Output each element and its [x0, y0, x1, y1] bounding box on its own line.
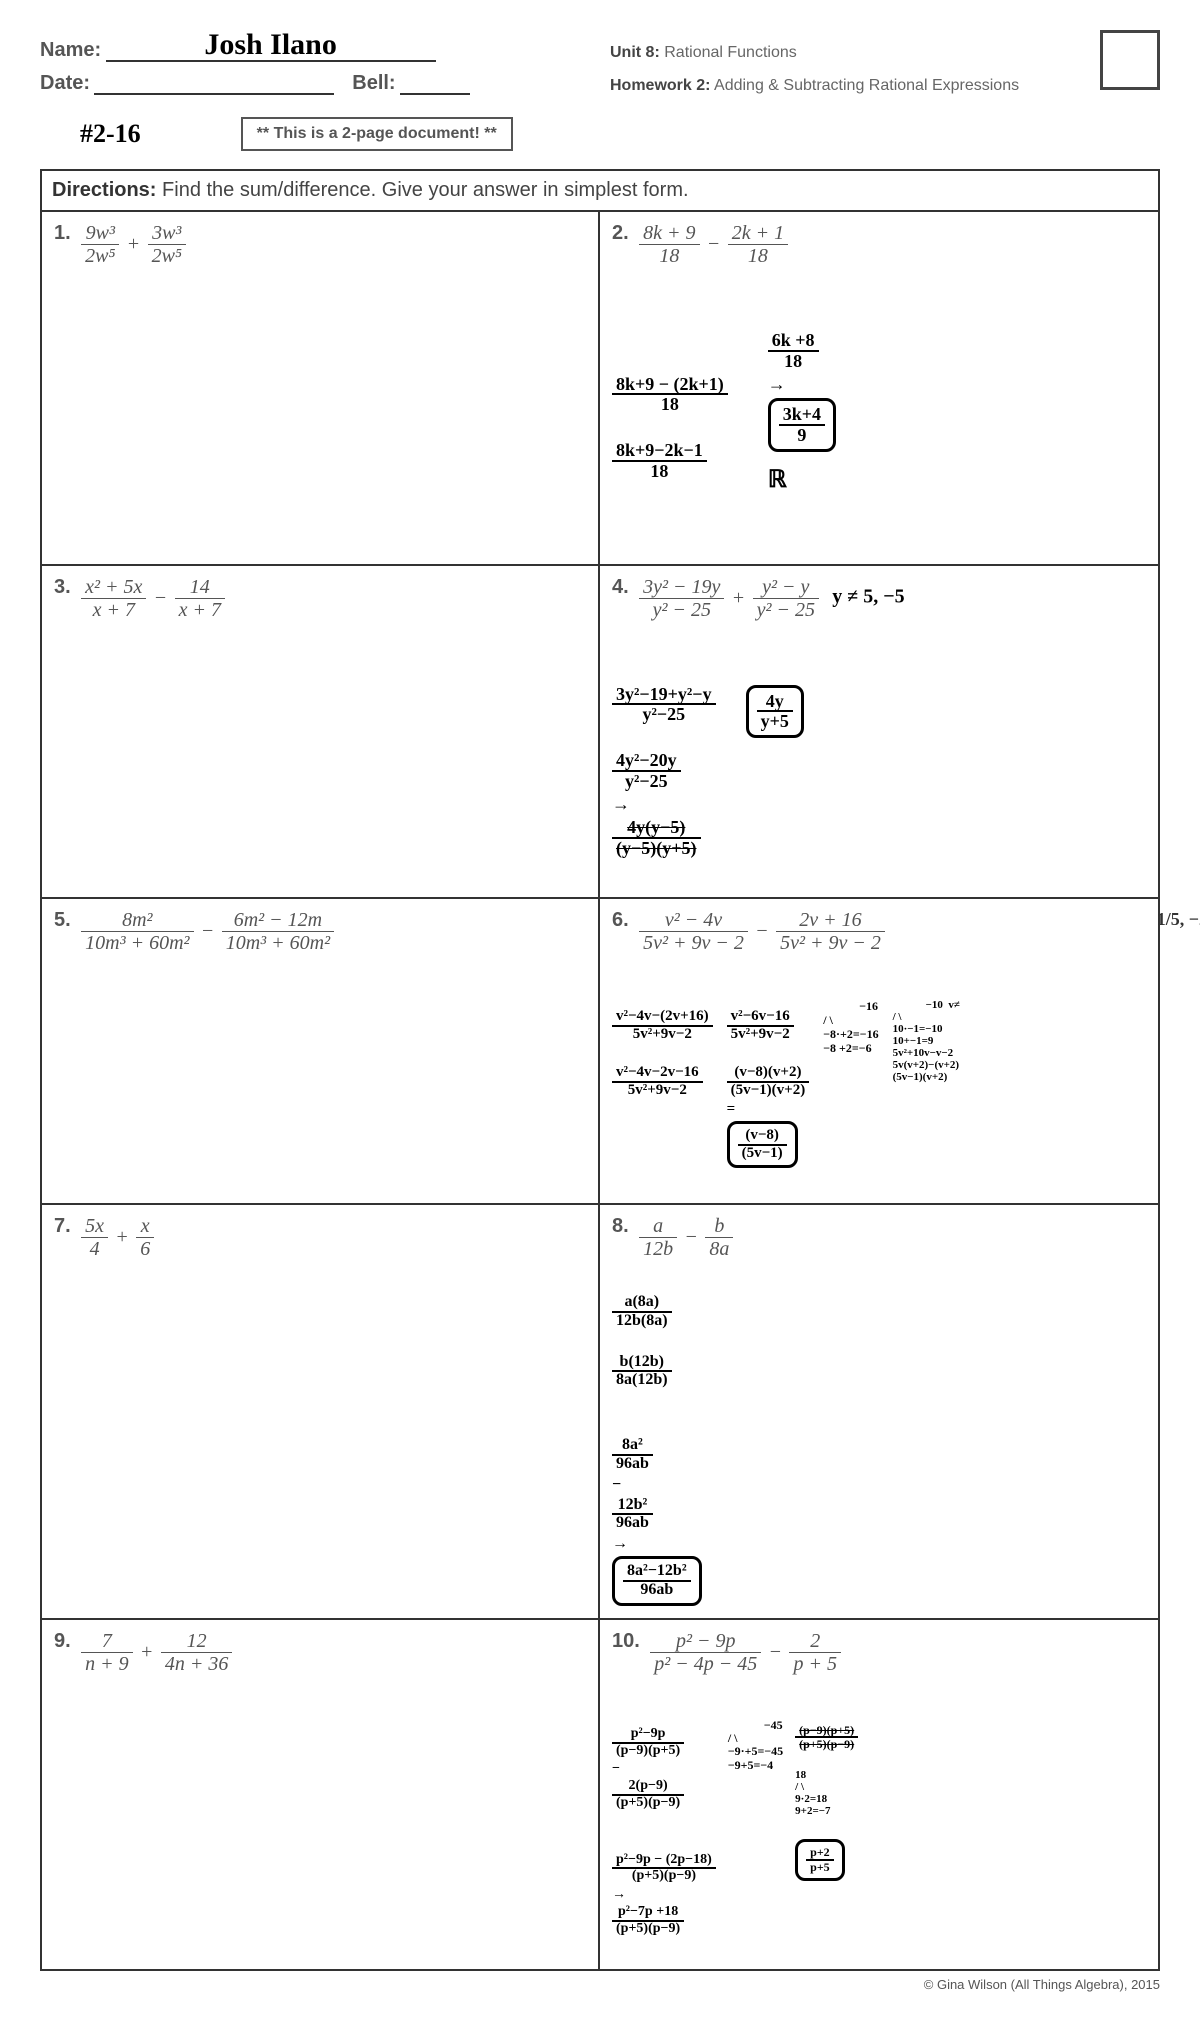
directions: Directions: Find the sum/difference. Giv…	[42, 171, 1158, 212]
header-row-2: Date: Bell: Homework 2: Adding & Subtrac…	[40, 72, 1160, 95]
name-label: Name:	[40, 39, 101, 61]
side-note-6: 1/5, −2	[1157, 909, 1200, 930]
problem-9: 9. 7n + 9 + 124n + 36	[42, 1620, 600, 1970]
date-label: Date:	[40, 72, 90, 94]
unit-value: Rational Functions	[664, 44, 797, 61]
problem-7: 7. 5x4 + x6	[42, 1205, 600, 1620]
header-row-1: Name: Josh Ilano Unit 8: Rational Functi…	[40, 30, 1160, 62]
problem-1: 1. 9w³2w⁵ + 3w³2w⁵	[42, 212, 600, 566]
unit-label: Unit 8:	[610, 44, 660, 61]
worksheet: Directions: Find the sum/difference. Giv…	[40, 169, 1160, 1971]
directions-label: Directions:	[52, 179, 156, 201]
range-note: #2-16	[80, 119, 141, 149]
problem-3: 3. x² + 5xx + 7 − 14x + 7	[42, 566, 600, 899]
score-box	[1100, 30, 1160, 90]
name-value: Josh Ilano	[204, 28, 337, 61]
hw-value: Adding & Subtracting Rational Expression…	[714, 77, 1019, 94]
work-2: 8k+9 − (2k+1)18 8k+9−2k−118 6k +818 → 3k…	[612, 277, 1146, 552]
bell-label: Bell:	[352, 72, 395, 94]
problem-4: 4. 3y² − 19yy² − 25 + y² − yy² − 25 y ≠ …	[600, 566, 1158, 899]
work-10: p²−9p(p−9)(p+5) − 2(p−9)(p+5)(p−9) p²−9p…	[612, 1685, 1146, 1958]
hw-label: Homework 2:	[610, 77, 710, 94]
work-6: v²−4v−(2v+16)5v²+9v−2 v²−4v−2v−165v²+9v−…	[612, 964, 1146, 1191]
problem-10: 10. p² − 9pp² − 4p − 45 − 2p + 5 p²−9p(p…	[600, 1620, 1158, 1970]
work-8: a(8a)12b(8a) b(12b)8a(12b) 8a²96ab − 12b…	[612, 1270, 1146, 1606]
problem-8: 8. a12b − b8a a(8a)12b(8a) b(12b)8a(12b)…	[600, 1205, 1158, 1620]
directions-text: Find the sum/difference. Give your answe…	[162, 179, 689, 201]
work-4: 3y²−19+y²−yy²−25 4y²−20yy²−25 → 4y(y−5)(…	[612, 631, 1146, 885]
footer: © Gina Wilson (All Things Algebra), 2015	[40, 1977, 1160, 1992]
notice-box: ** This is a 2-page document! **	[241, 117, 513, 151]
problem-5: 5. 8m²10m³ + 60m² − 6m² − 12m10m³ + 60m²	[42, 899, 600, 1205]
problem-2: 2. 8k + 918 − 2k + 118 8k+9 − (2k+1)18 8…	[600, 212, 1158, 566]
problem-6: 6. v² − 4v5v² + 9v − 2 − 2v + 165v² + 9v…	[600, 899, 1158, 1205]
